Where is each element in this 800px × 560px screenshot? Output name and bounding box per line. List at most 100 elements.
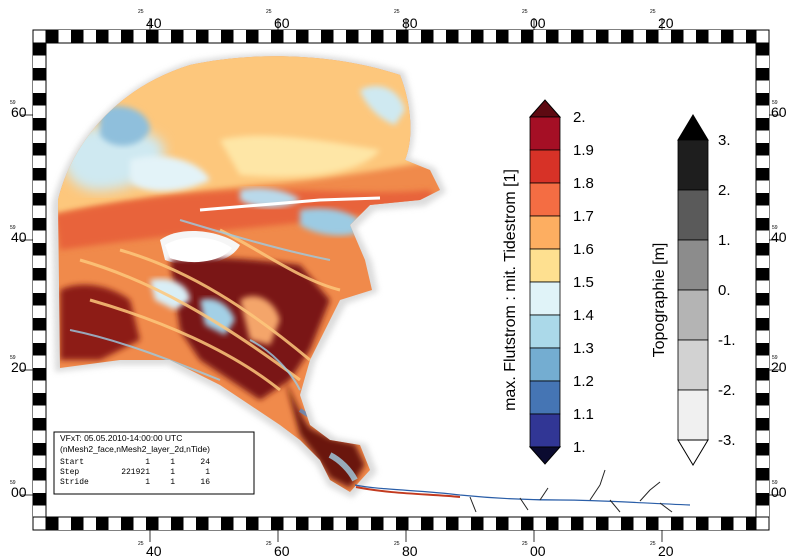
info-cell: 1: [205, 468, 210, 477]
topo-tick-label: 1.: [718, 232, 731, 249]
ruler-block: [121, 517, 134, 530]
ruler-block: [58, 30, 71, 43]
ruler-block: [271, 30, 284, 43]
coord-small-left: 59: [10, 355, 16, 361]
topo-color-segment: [677, 289, 709, 341]
ruler-block: [756, 368, 769, 381]
ruler-block: [533, 30, 546, 43]
coord-small-right: 59: [772, 100, 778, 106]
coord-label-top: 20: [658, 15, 674, 31]
ruler-block: [756, 230, 769, 243]
ruler-block: [756, 168, 769, 181]
ruler-block: [171, 30, 184, 43]
ruler-block: [121, 30, 134, 43]
ruler-block: [546, 30, 559, 43]
ruler-block: [308, 30, 321, 43]
topo-color-segment: [677, 239, 709, 291]
ruler-block: [33, 505, 46, 517]
ruler-block: [756, 305, 769, 318]
ruler-block: [696, 30, 709, 43]
topo-tick-label: 2.: [718, 182, 731, 199]
ruler-block: [33, 293, 46, 306]
ruler-corner: [32, 516, 47, 531]
ruler-block: [756, 255, 769, 268]
ruler-block: [756, 130, 769, 143]
ruler-block: [33, 430, 46, 443]
ruler-block: [33, 180, 46, 193]
ruler-block: [558, 517, 571, 530]
ruler-block: [756, 143, 769, 156]
coord-small-right: 59: [772, 480, 778, 486]
ruler-block: [756, 268, 769, 281]
ruler-block: [756, 293, 769, 306]
ruler-block: [421, 517, 434, 530]
ruler-block: [671, 30, 684, 43]
ruler-corner: [755, 516, 770, 531]
legend-flow: 2. 1.9 1.8 1.7 1.6 1.5 1.4 1.3 1.2 1.1 1. max. Flu…: [502, 99, 594, 465]
ruler-block: [596, 517, 609, 530]
ruler-block: [33, 368, 46, 381]
ruler-block: [33, 105, 46, 118]
flow-tick-label: 1.6: [573, 241, 594, 258]
ruler-block: [158, 517, 171, 530]
ruler-block: [571, 30, 584, 43]
info-cell: Start: [60, 458, 84, 467]
ruler-block: [458, 517, 471, 530]
ruler-block: [83, 30, 96, 43]
ruler-block: [756, 405, 769, 418]
ruler-block: [756, 105, 769, 118]
ruler-block: [271, 517, 284, 530]
ruler-block: [471, 30, 484, 43]
info-cell: Step: [60, 468, 79, 477]
ruler-block: [756, 43, 769, 56]
ruler-block: [33, 443, 46, 456]
ruler-block: [108, 517, 121, 530]
flow-under-triangle: [528, 446, 562, 465]
ruler-block: [756, 93, 769, 106]
flow-color-segment: [529, 248, 561, 283]
ruler-block: [33, 455, 46, 468]
topo-tick-label: -3.: [718, 432, 736, 449]
flow-color-segment: [529, 182, 561, 217]
ruler-block: [296, 30, 309, 43]
ruler-block: [733, 517, 746, 530]
flow-color-segment: [529, 314, 561, 349]
ruler-block: [756, 343, 769, 356]
ruler-block: [371, 30, 384, 43]
ruler-block: [396, 30, 409, 43]
flow-color-segment: [529, 215, 561, 250]
ruler-block: [756, 193, 769, 206]
ruler-block: [658, 517, 671, 530]
ruler-block: [496, 30, 509, 43]
ruler-block: [721, 30, 734, 43]
coord-label-right: 40: [771, 229, 787, 245]
flow-color-segment: [529, 116, 561, 151]
ruler-corner: [755, 29, 770, 44]
ruler-block: [33, 143, 46, 156]
ruler-block: [71, 517, 84, 530]
ruler-block: [96, 517, 109, 530]
ruler-block: [208, 517, 221, 530]
flow-tick-label: 1.1: [573, 406, 594, 423]
ruler-block: [33, 355, 46, 368]
topo-color-segment: [677, 389, 709, 441]
ruler-block: [483, 517, 496, 530]
ruler-block: [496, 517, 509, 530]
ruler-block: [471, 517, 484, 530]
ruler-block: [756, 355, 769, 368]
coord-label-right: 20: [771, 359, 787, 375]
coord-label-bottom: 00: [530, 543, 546, 559]
ruler-block: [33, 255, 46, 268]
coord-small-top: 25: [266, 9, 272, 15]
flow-tick-label: 1.: [573, 439, 586, 456]
ruler-block: [696, 517, 709, 530]
ruler-block: [33, 330, 46, 343]
ruler-block: [546, 517, 559, 530]
coord-small-left: 59: [10, 480, 16, 486]
coord-label-right: 00: [771, 484, 787, 500]
ruler-block: [756, 155, 769, 168]
ruler-block: [33, 205, 46, 218]
ruler-block: [258, 30, 271, 43]
ruler-block: [33, 68, 46, 81]
ruler-block: [433, 517, 446, 530]
